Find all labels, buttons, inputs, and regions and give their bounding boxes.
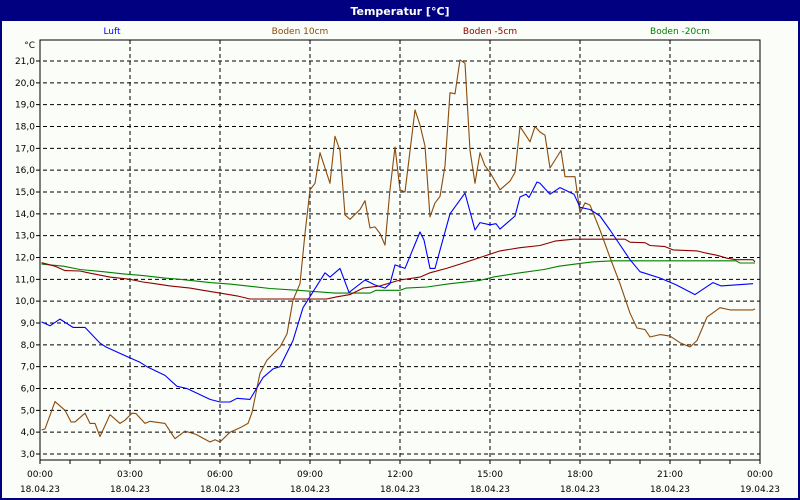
legend-entry: Luft	[103, 27, 121, 37]
y-tick-label: 18,0	[15, 123, 35, 133]
x-tick-date: 18.04.23	[560, 485, 600, 495]
y-tick-label: 5,0	[21, 406, 36, 416]
y-tick-label: 15,0	[15, 188, 35, 198]
y-tick-label: 10,0	[15, 297, 35, 307]
x-tick-time: 15:00	[477, 470, 503, 480]
legend-entry: Boden 10cm	[272, 27, 329, 37]
x-tick-date: 18.04.23	[290, 485, 330, 495]
x-tick-date: 19.04.23	[740, 485, 780, 495]
x-tick-time: 09:00	[297, 470, 323, 480]
x-tick-time: 18:00	[567, 470, 593, 480]
x-tick-time: 00:00	[747, 470, 773, 480]
x-tick-date: 18.04.23	[110, 485, 150, 495]
y-tick-label: 17,0	[15, 144, 35, 154]
series-line-luft	[41, 181, 754, 403]
series-line-boden-5cm	[41, 238, 756, 300]
plot-frame	[39, 39, 761, 461]
y-tick-label: 4,0	[21, 428, 36, 438]
x-tick-time: 06:00	[207, 470, 233, 480]
y-tick-label: 11,0	[15, 275, 35, 285]
x-tick-date: 18.04.23	[200, 485, 240, 495]
y-tick-label: 19,0	[15, 101, 35, 111]
x-tick-date: 18.04.23	[380, 485, 420, 495]
x-tick-time: 03:00	[117, 470, 143, 480]
y-tick-label: 14,0	[15, 210, 35, 220]
y-tick-label: 7,0	[21, 363, 36, 373]
legend-entry: Boden -20cm	[650, 27, 710, 37]
x-tick-date: 18.04.23	[470, 485, 510, 495]
y-axis-unit: °C	[24, 41, 35, 51]
x-tick-date: 18.04.23	[20, 485, 60, 495]
y-tick-label: 6,0	[21, 385, 36, 395]
x-tick-date: 18.04.23	[650, 485, 690, 495]
x-tick-time: 21:00	[657, 470, 683, 480]
y-tick-label: 21,0	[15, 57, 35, 67]
y-tick-label: 8,0	[21, 341, 36, 351]
y-tick-label: 12,0	[15, 254, 35, 264]
x-tick-time: 12:00	[387, 470, 413, 480]
y-tick-label: 3,0	[21, 450, 36, 460]
y-tick-label: 13,0	[15, 232, 35, 242]
x-tick-time: 00:00	[27, 470, 53, 480]
legend-entry: Boden -5cm	[463, 27, 517, 37]
series-line-boden-20cm	[41, 260, 755, 294]
series-line-boden-10cm	[41, 59, 756, 443]
y-tick-label: 16,0	[15, 166, 35, 176]
y-tick-label: 20,0	[15, 79, 35, 89]
y-tick-label: 9,0	[21, 319, 36, 329]
window-title: Temperatur [°C]	[2, 2, 798, 21]
